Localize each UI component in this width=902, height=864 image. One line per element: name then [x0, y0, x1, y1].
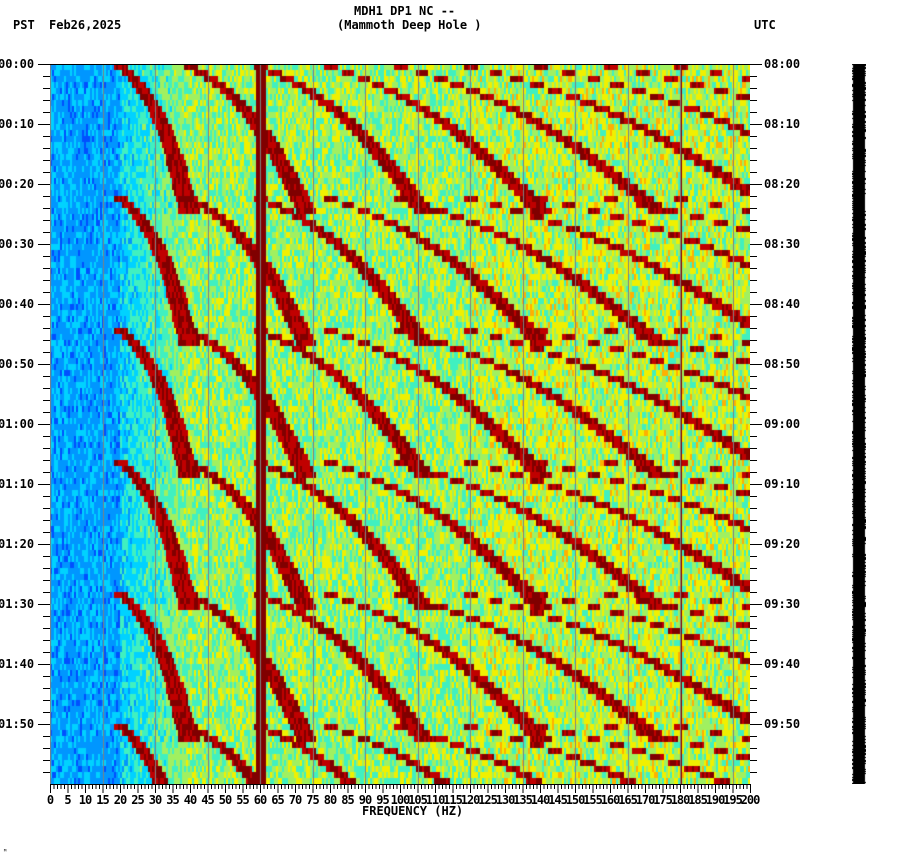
- x-tick: 110: [425, 793, 446, 807]
- x-tick: 190: [705, 793, 726, 807]
- station-line: MDH1 DP1 NC --: [354, 4, 456, 18]
- x-tick: 40: [183, 793, 197, 807]
- x-tick: 125: [478, 793, 498, 807]
- x-tick: 25: [131, 793, 144, 807]
- x-tick: 85: [341, 793, 354, 807]
- x-tick: 165: [618, 793, 638, 807]
- x-tick: 0: [46, 793, 54, 807]
- corner-mark: ᴹ: [3, 848, 8, 856]
- spectrogram-plot: [50, 64, 750, 784]
- right-timezone: UTC: [754, 18, 776, 32]
- x-tick: 15: [96, 793, 109, 807]
- y-tick-right: 09:40: [764, 657, 801, 671]
- x-tick: 10: [78, 793, 92, 807]
- y-tick-left: 00:20: [0, 177, 35, 191]
- x-tick: 160: [600, 793, 621, 807]
- x-tick: 120: [460, 793, 481, 807]
- y-tick-left: 00:40: [0, 297, 35, 311]
- y-tick-left: 00:00: [0, 57, 35, 71]
- y-tick-right: 08:10: [764, 117, 801, 131]
- x-tick: 55: [236, 793, 249, 807]
- y-tick-right: 09:30: [764, 597, 801, 611]
- y-tick-left: 01:40: [0, 657, 35, 671]
- y-tick-right: 09:20: [764, 537, 801, 551]
- y-tick-left: 01:20: [0, 537, 35, 551]
- y-tick-left: 01:30: [0, 597, 35, 611]
- x-tick: 50: [218, 793, 232, 807]
- y-tick-left: 00:10: [0, 117, 35, 131]
- y-tick-right: 09:10: [764, 477, 801, 491]
- x-tick: 75: [306, 793, 319, 807]
- x-tick: 95: [376, 793, 389, 807]
- x-tick: 135: [513, 793, 533, 807]
- x-tick: 30: [148, 793, 162, 807]
- date-label: Feb26,2025: [49, 18, 122, 32]
- y-tick-right: 09:00: [764, 417, 801, 431]
- x-tick: 195: [723, 793, 743, 807]
- x-tick: 180: [670, 793, 691, 807]
- x-axis-title: FREQUENCY (HZ): [362, 804, 464, 818]
- x-tick: 150: [565, 793, 586, 807]
- x-tick: 45: [201, 793, 214, 807]
- station-name: (Mammoth Deep Hole ): [337, 18, 482, 32]
- left-timezone: PST: [13, 18, 35, 32]
- x-tick: 5: [64, 793, 71, 807]
- y-tick-left: 00:30: [0, 237, 35, 251]
- x-tick: 185: [688, 793, 708, 807]
- x-tick: 90: [358, 793, 372, 807]
- y-tick-right: 08:30: [764, 237, 801, 251]
- x-tick: 60: [253, 793, 267, 807]
- x-tick: 35: [166, 793, 179, 807]
- y-tick-left: 01:00: [0, 417, 35, 431]
- y-tick-right: 08:20: [764, 177, 801, 191]
- y-tick-left: 01:10: [0, 477, 35, 491]
- x-tick: 200: [740, 793, 761, 807]
- x-tick: 170: [635, 793, 656, 807]
- y-tick-right: 08:50: [764, 357, 801, 371]
- x-tick: 115: [443, 793, 463, 807]
- y-tick-right: 09:50: [764, 717, 801, 731]
- x-tick: 105: [408, 793, 428, 807]
- y-tick-left: 00:50: [0, 357, 35, 371]
- x-tick: 145: [548, 793, 568, 807]
- x-tick: 65: [271, 793, 284, 807]
- y-tick-right: 08:00: [764, 57, 801, 71]
- x-tick: 140: [530, 793, 551, 807]
- seismic-trace-bar: [852, 64, 866, 784]
- x-tick: 155: [583, 793, 603, 807]
- y-tick-right: 08:40: [764, 297, 801, 311]
- x-tick: 70: [288, 793, 302, 807]
- x-tick: 80: [323, 793, 337, 807]
- x-tick: 130: [495, 793, 516, 807]
- x-tick: 175: [653, 793, 673, 807]
- y-tick-left: 01:50: [0, 717, 35, 731]
- x-tick: 20: [113, 793, 127, 807]
- x-tick: 100: [390, 793, 411, 807]
